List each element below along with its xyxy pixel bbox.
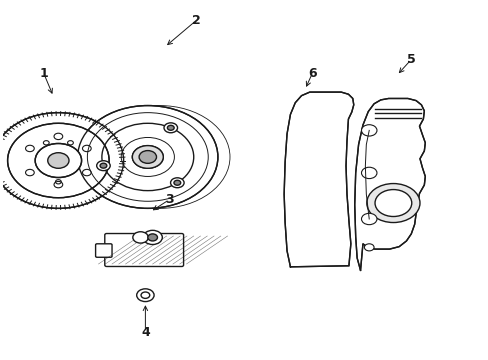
Circle shape <box>78 105 218 208</box>
Circle shape <box>364 244 373 251</box>
Circle shape <box>374 190 411 216</box>
Circle shape <box>100 163 106 168</box>
Text: 1: 1 <box>40 67 48 80</box>
Circle shape <box>132 145 163 168</box>
Circle shape <box>147 234 157 241</box>
Circle shape <box>133 232 148 243</box>
Text: 6: 6 <box>307 67 316 80</box>
Circle shape <box>141 292 149 298</box>
Circle shape <box>48 153 69 168</box>
Circle shape <box>361 125 376 136</box>
Circle shape <box>137 289 154 302</box>
Circle shape <box>361 167 376 179</box>
Circle shape <box>8 123 109 198</box>
Circle shape <box>366 184 419 222</box>
Circle shape <box>35 144 81 177</box>
Polygon shape <box>354 99 425 270</box>
Circle shape <box>361 213 376 225</box>
Circle shape <box>139 150 156 163</box>
Text: 3: 3 <box>165 193 174 206</box>
Circle shape <box>142 230 162 244</box>
Circle shape <box>97 161 110 171</box>
Text: 5: 5 <box>406 53 415 66</box>
FancyBboxPatch shape <box>104 234 183 266</box>
Circle shape <box>174 180 181 185</box>
Circle shape <box>167 125 174 130</box>
Circle shape <box>163 123 177 133</box>
FancyBboxPatch shape <box>95 244 112 257</box>
Text: 2: 2 <box>191 14 200 27</box>
Polygon shape <box>284 92 353 267</box>
Circle shape <box>170 178 183 188</box>
Circle shape <box>0 113 123 208</box>
Text: 4: 4 <box>141 326 149 339</box>
